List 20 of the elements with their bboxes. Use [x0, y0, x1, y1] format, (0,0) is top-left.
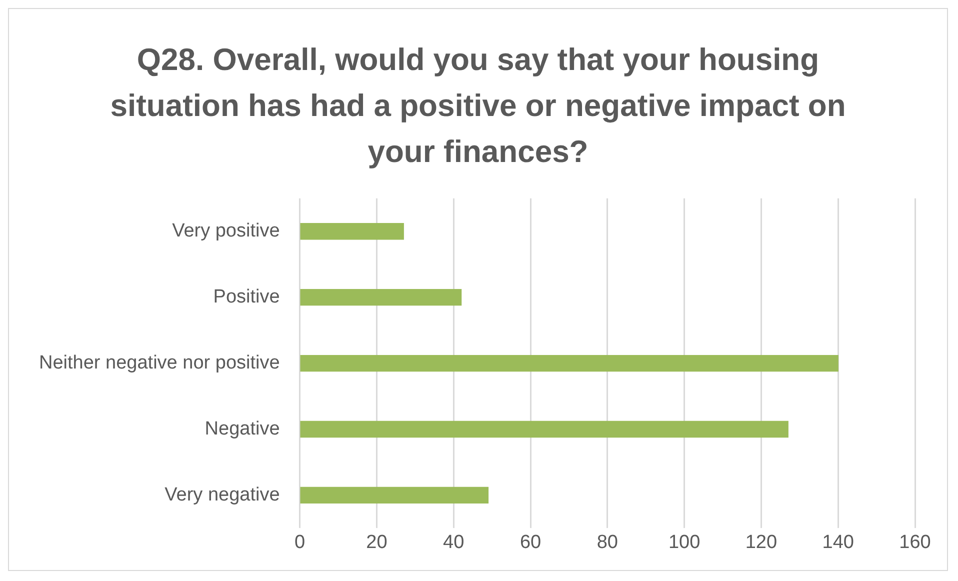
x-tick-label: 20: [366, 532, 388, 553]
x-tick-label: 60: [520, 532, 542, 553]
bar: [300, 354, 838, 372]
y-tick-label: Very negative: [164, 484, 280, 506]
bar: [300, 486, 489, 504]
x-tick-label: 40: [443, 532, 464, 553]
x-tick-label: 160: [899, 532, 931, 553]
y-tick-label: Very positive: [172, 220, 280, 242]
x-tick-label: 100: [668, 532, 700, 553]
bar: [300, 420, 788, 438]
y-tick-label: Positive: [213, 286, 280, 308]
x-tick-label: 0: [294, 532, 306, 553]
bar: [300, 223, 404, 240]
x-tick-label: 120: [745, 532, 778, 553]
chart-title: Q28. Overall, would you say that your housing situation has had a positive or negative impact on your finances?: [109, 41, 847, 169]
x-tick-label: 140: [822, 532, 854, 553]
x-tick-label: 80: [596, 532, 618, 553]
y-tick-label: Negative: [204, 418, 280, 440]
bar: [300, 289, 462, 306]
y-tick-label: Neither negative nor positive: [38, 352, 280, 374]
